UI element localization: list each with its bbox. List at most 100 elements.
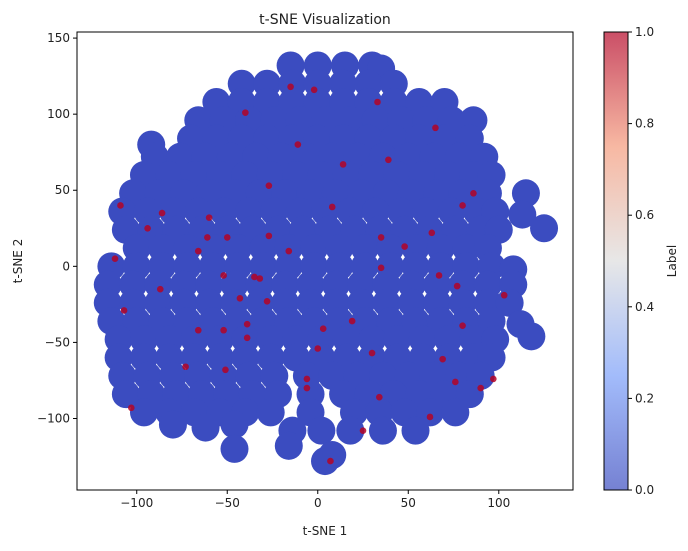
- point-label-1: [287, 83, 294, 91]
- colorbar-tick-label: 1.0: [635, 25, 654, 39]
- point-label-0: [508, 200, 537, 229]
- y-tick-label: 150: [47, 31, 70, 45]
- point-label-1: [314, 345, 322, 352]
- plot-frame: [76, 31, 574, 491]
- point-label-0: [530, 214, 559, 243]
- y-tick-label: −50: [45, 335, 70, 349]
- point-label-1: [310, 86, 318, 94]
- point-label-1: [204, 234, 211, 241]
- point-label-0: [158, 410, 187, 439]
- y-axis-ticks: −100 −50 0 50 100 150: [37, 31, 77, 425]
- point-label-0: [517, 322, 546, 351]
- colorbar-tick-label: 0.2: [635, 391, 654, 405]
- point-label-1: [158, 209, 166, 217]
- colorbar-tick-label: 0.8: [635, 117, 654, 131]
- y-tick-label: 50: [55, 183, 70, 197]
- point-label-0: [256, 398, 285, 427]
- point-label-1: [236, 294, 244, 302]
- y-tick-label: 0: [62, 259, 70, 273]
- point-label-1: [368, 349, 376, 357]
- point-label-1: [243, 320, 251, 328]
- y-axis-label: t-SNE 2: [11, 239, 25, 284]
- point-label-1: [385, 156, 392, 164]
- point-label-1: [265, 232, 273, 240]
- point-label-1: [194, 326, 202, 334]
- point-label-0: [220, 434, 249, 463]
- point-label-1: [348, 317, 356, 325]
- point-label-1: [303, 375, 311, 383]
- colorbar-tick-label: 0.4: [635, 300, 654, 314]
- x-tick-label: 50: [401, 496, 416, 510]
- point-label-1: [327, 457, 334, 465]
- point-label-0: [220, 410, 249, 439]
- chart-title: t-SNE Visualization: [259, 12, 391, 28]
- point-label-1: [319, 325, 327, 333]
- colorbar-tick-label: 0.0: [635, 483, 654, 497]
- y-tick-label: 100: [47, 107, 70, 121]
- point-label-1: [182, 363, 189, 371]
- point-label-0: [336, 416, 365, 445]
- point-label-0: [191, 413, 220, 442]
- point-label-1: [220, 272, 227, 279]
- point-label-0: [441, 398, 470, 427]
- point-label-1: [194, 247, 202, 255]
- point-label-1: [303, 384, 311, 392]
- x-axis-ticks: −100 −50 0 50 100: [120, 490, 510, 510]
- point-label-1: [205, 214, 213, 221]
- colorbar-label: Label: [665, 245, 679, 277]
- point-label-1: [144, 224, 151, 232]
- point-label-1: [490, 375, 497, 383]
- point-label-0: [307, 416, 336, 445]
- point-label-1: [111, 255, 119, 263]
- x-tick-label: 100: [487, 496, 510, 510]
- point-label-0: [368, 416, 397, 445]
- point-label-0: [401, 416, 430, 445]
- point-label-1: [285, 247, 293, 255]
- point-label-1: [156, 285, 164, 293]
- colorbar-ticks: 0.0 0.2 0.4 0.6 0.8 1.0: [628, 25, 654, 497]
- scatter-points: [93, 51, 559, 476]
- x-tick-label: −100: [120, 496, 153, 510]
- point-label-1: [242, 109, 249, 116]
- point-label-1: [120, 307, 128, 314]
- point-label-1: [439, 355, 446, 363]
- x-tick-label: −50: [215, 496, 240, 510]
- point-label-1: [256, 275, 264, 282]
- point-label-1: [376, 393, 383, 401]
- point-label-1: [401, 243, 408, 250]
- point-label-0: [511, 179, 540, 208]
- point-label-1: [339, 161, 347, 168]
- point-label-1: [453, 282, 461, 290]
- point-label-1: [374, 98, 381, 106]
- point-label-0: [129, 398, 158, 427]
- x-tick-label: 0: [314, 496, 322, 510]
- colorbar-tick-label: 0.6: [635, 208, 654, 222]
- point-label-1: [459, 322, 466, 329]
- point-label-1: [435, 272, 443, 279]
- point-label-1: [128, 404, 135, 412]
- point-label-1: [220, 326, 227, 334]
- point-label-1: [477, 384, 484, 392]
- colorbar: [603, 31, 629, 491]
- y-tick-label: −100: [37, 411, 70, 425]
- point-label-1: [223, 234, 231, 241]
- point-label-0: [311, 447, 339, 476]
- point-label-0: [274, 431, 303, 460]
- point-label-1: [265, 182, 273, 189]
- point-label-1: [470, 189, 477, 197]
- x-axis-label: t-SNE 1: [303, 524, 348, 538]
- point-label-1: [294, 141, 302, 148]
- point-label-1: [263, 298, 271, 305]
- point-label-1: [459, 202, 466, 209]
- point-label-1: [432, 124, 439, 132]
- point-label-1: [328, 203, 336, 211]
- point-label-1: [428, 229, 436, 237]
- point-label-0: [111, 380, 140, 409]
- point-label-1: [243, 334, 251, 342]
- point-label-1: [426, 413, 434, 421]
- point-label-1: [222, 366, 229, 374]
- point-label-1: [500, 291, 508, 299]
- point-label-1: [117, 202, 124, 209]
- point-label-1: [359, 427, 367, 434]
